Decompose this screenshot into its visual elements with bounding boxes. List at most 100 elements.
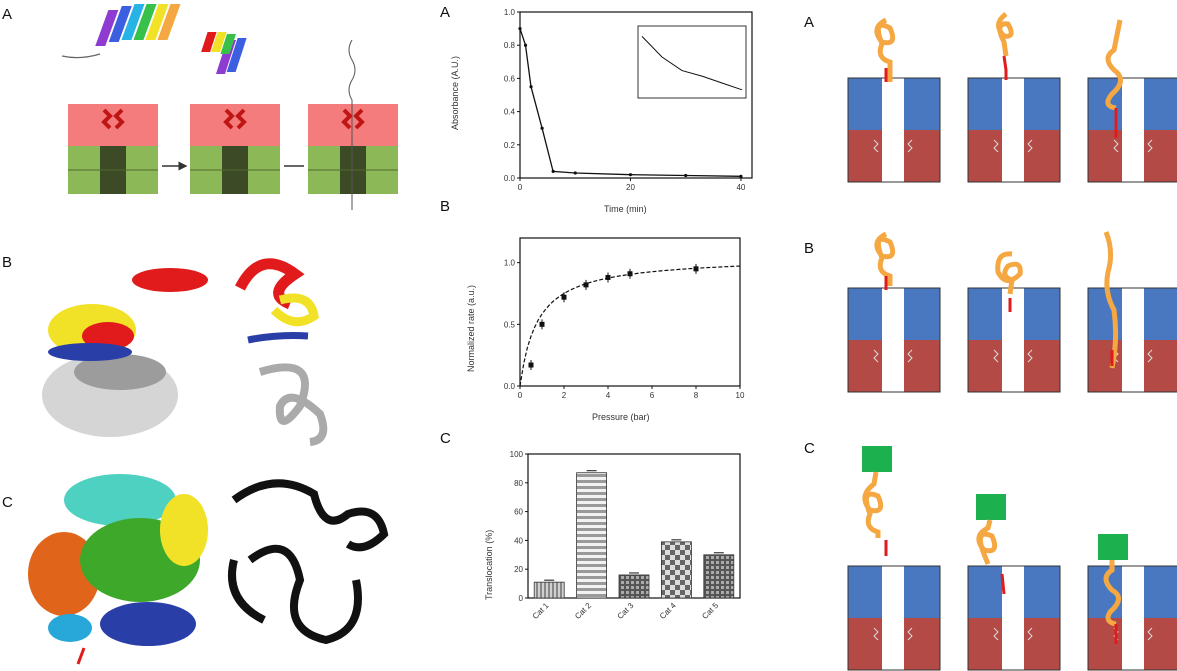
green-block-3: [1098, 534, 1128, 560]
pore-channel: [1122, 566, 1144, 670]
chart-c-category-label: Cat 3: [616, 601, 636, 621]
chart-a-ylabel: Absorbance (A.U.): [450, 56, 460, 130]
panel-label-mid-a: A: [440, 4, 451, 21]
chart-a: 0.0 0.2 0.4 0.6 0.8 1.0 0 20 40 Time (min) Absor…: [450, 8, 753, 214]
right-a-chains: [874, 11, 1123, 138]
pore-unit: [847, 77, 941, 183]
pore-outline: [967, 77, 1061, 183]
pore-unit: [967, 565, 1061, 671]
chart-a-point: [523, 43, 528, 47]
chart-b-xtick-label: 2: [562, 391, 567, 400]
pore-residue-marks: [993, 139, 1033, 153]
pore-channel: [1002, 288, 1024, 392]
panel-label-mid-b: B: [440, 198, 451, 215]
panel-label-left-a: A: [2, 6, 13, 23]
chart-a-ytick-label: 0.8: [504, 41, 516, 50]
pore-outline: [967, 565, 1061, 671]
chart-a-ytick-label: 1.0: [504, 8, 516, 17]
pore-outline: [1087, 565, 1177, 671]
chart-a-point: [739, 174, 743, 178]
chart-a-xtick-label: 20: [626, 183, 635, 192]
pore-unit: [1087, 565, 1177, 671]
pore-residue-marks: [993, 627, 1033, 641]
chart-b-point: [605, 274, 611, 280]
chart-b-frame: [519, 237, 741, 387]
chart-c-bar: [618, 574, 650, 599]
chart-c-ytick-label: 60: [514, 508, 523, 517]
pore-outline: [1087, 77, 1177, 183]
pore-schematics: [847, 77, 1177, 671]
membrane-block-3: [308, 39, 398, 210]
membrane-block-1: [68, 104, 158, 194]
chart-a-xtick-label: 0: [518, 183, 523, 192]
chart-a-ytick-label: 0.6: [504, 74, 516, 83]
chart-a-ytick-label: 0.0: [504, 174, 516, 183]
pore-residue-marks: [873, 139, 913, 153]
chart-b-point: [693, 266, 699, 272]
chart-a-point: [573, 171, 577, 175]
pore-unit: [1087, 287, 1177, 393]
chart-b-point: [583, 282, 589, 288]
chart-b-ytick-label: 1.0: [504, 259, 516, 268]
pore-unit: [967, 77, 1061, 183]
chart-a-frame: [519, 11, 753, 179]
chart-b-xtick-label: 4: [606, 391, 611, 400]
green-block-2: [976, 494, 1006, 520]
chart-b-fit-curve: [519, 265, 741, 387]
chart-b: 0.0 0.5 1.0 0 2 4 6 8 10 Pressure (bar) Normaliz…: [466, 237, 745, 422]
pore-outline: [967, 287, 1061, 393]
chart-b-xlabel: Pressure (bar): [592, 412, 650, 422]
chart-c-bar: [661, 541, 692, 599]
pore-unit: [847, 565, 941, 671]
right-c-chains: [862, 446, 1128, 644]
chart-c-category-label: Cat 2: [573, 601, 593, 621]
pore-channel: [882, 288, 904, 392]
chart-c-bar: [533, 581, 565, 599]
chart-c-ytick-label: 80: [514, 479, 523, 488]
chart-b-ylabel: Normalized rate (a.u.): [466, 285, 476, 372]
chart-c-category-label: Cat 4: [658, 601, 678, 621]
pore-unit: [967, 287, 1061, 393]
left-b-protein-cartoon: [42, 258, 328, 446]
panel-label-right-a: A: [804, 14, 815, 31]
chart-a-point: [551, 169, 555, 173]
right-b-chains: [874, 231, 1119, 369]
panel-label-right-c: C: [804, 440, 815, 457]
rainbow-peptide-2: [201, 32, 247, 74]
chart-b-xtick-label: 8: [694, 391, 699, 400]
chart-c-ylabel: Translocation (%): [484, 530, 494, 600]
chart-c-bar: [703, 554, 735, 599]
pore-channel: [1002, 78, 1024, 182]
pore-outline: [847, 287, 941, 393]
chart-a-inset-frame: [637, 25, 747, 99]
chart-b-ytick-label: 0.5: [504, 320, 516, 329]
green-block-1: [862, 446, 892, 472]
chart-a-point: [518, 27, 522, 31]
panel-label-mid-c: C: [440, 430, 451, 447]
panel-label-left-c: C: [2, 494, 13, 511]
chart-b-xtick-label: 0: [518, 391, 523, 400]
pore-outline: [847, 77, 941, 183]
pore-unit: [1087, 77, 1177, 183]
pore-channel: [882, 566, 904, 670]
chart-c-category-label: Cat 1: [531, 601, 551, 621]
pore-residue-marks: [873, 627, 913, 641]
chart-c-ytick-label: 100: [510, 450, 524, 459]
pore-channel: [1002, 566, 1024, 670]
chart-c-bar: [576, 472, 607, 599]
chart-a-point: [540, 126, 544, 130]
left-c-protein-cartoon: [28, 474, 389, 665]
membrane-block-2: [190, 104, 280, 194]
panel-label-right-b: B: [804, 240, 815, 257]
chart-a-point: [529, 85, 533, 89]
chart-b-point: [539, 321, 545, 327]
chart-c-ytick-label: 40: [514, 536, 523, 545]
pore-residue-marks: [873, 349, 913, 363]
pore-outline: [1087, 287, 1177, 393]
panel-label-left-b: B: [2, 254, 13, 271]
chart-a-xtick-label: 40: [736, 183, 745, 192]
rainbow-peptide-1: [61, 4, 181, 59]
chart-b-point: [561, 294, 567, 300]
chart-a-xlabel: Time (min): [604, 204, 647, 214]
